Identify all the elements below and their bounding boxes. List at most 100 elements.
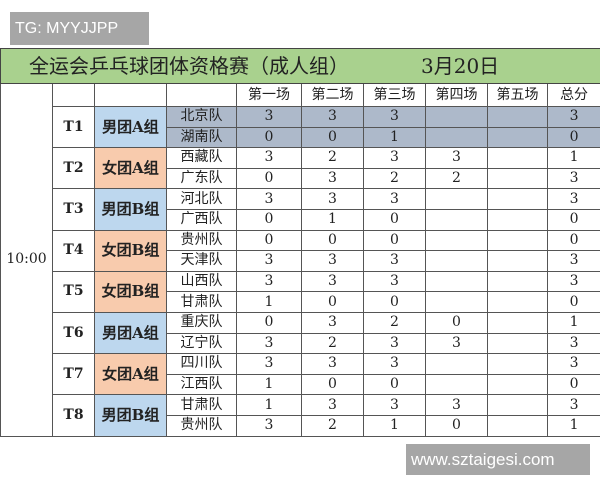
score-cell — [487, 373, 548, 396]
score-cell: 2 — [301, 414, 364, 437]
team-name: 四川队 — [166, 353, 237, 375]
table-number: T1 — [52, 105, 95, 149]
team-name: 广西队 — [166, 208, 237, 231]
score-cell: 0 — [236, 229, 302, 252]
total-cell: 3 — [546, 270, 600, 293]
score-cell: 3 — [363, 394, 426, 416]
header-blank — [166, 83, 237, 107]
score-cell — [425, 208, 488, 231]
table-number: T6 — [52, 311, 95, 355]
header-row: 10:00 第一场 第二场 第三场 第四场 第五场 总分 — [0, 83, 600, 437]
score-cell: 2 — [301, 147, 364, 169]
team-name: 西藏队 — [166, 147, 237, 169]
header-blank — [94, 83, 167, 107]
score-cell: 3 — [236, 332, 302, 355]
group-label: 女团A组 — [94, 353, 167, 396]
score-cell: 3 — [301, 106, 364, 128]
score-cell: 3 — [425, 394, 488, 416]
score-cell: 2 — [301, 332, 364, 355]
table-row: 贵州队 3 2 1 0 1 — [1, 414, 600, 437]
page-title: 全运会乒乓球团体资格赛（成人组） — [29, 53, 349, 78]
table-number: T7 — [52, 353, 95, 396]
total-cell: 3 — [546, 167, 600, 190]
score-cell — [425, 270, 488, 293]
table-number: T3 — [52, 188, 95, 231]
group-label: 女团B组 — [94, 270, 167, 313]
table-row: T3 男团B组 河北队 3 3 3 3 — [1, 188, 600, 231]
total-cell: 3 — [546, 353, 600, 375]
table-row: T2 女团A组 西藏队 3 2 3 3 1 — [1, 147, 600, 190]
score-cell: 1 — [236, 373, 302, 396]
team-name: 天津队 — [166, 250, 237, 272]
team-name: 贵州队 — [166, 414, 237, 437]
score-cell: 1 — [236, 394, 302, 416]
total-cell: 0 — [546, 126, 600, 149]
score-cell — [487, 394, 548, 416]
score-cell: 2 — [363, 311, 426, 334]
score-cell: 0 — [363, 208, 426, 231]
score-cell: 3 — [425, 147, 488, 169]
total-cell: 3 — [546, 394, 600, 416]
score-cell: 3 — [236, 250, 302, 272]
total-cell: 1 — [546, 414, 600, 437]
score-cell: 1 — [363, 414, 426, 437]
score-cell — [487, 229, 548, 252]
score-cell — [487, 167, 548, 190]
score-cell — [425, 229, 488, 252]
score-cell — [487, 291, 548, 313]
title-row: 全运会乒乓球团体资格赛（成人组） 3月20日 — [0, 48, 600, 84]
score-cell: 0 — [301, 229, 364, 252]
score-cell: 0 — [236, 167, 302, 190]
score-cell: 0 — [363, 373, 426, 396]
header-blank — [52, 83, 95, 107]
table-row: T4 女团B组 贵州队 0 0 0 0 — [1, 229, 600, 272]
score-cell: 2 — [363, 167, 426, 190]
group-label: 女团B组 — [94, 229, 167, 272]
score-cell: 3 — [301, 353, 364, 375]
column-header: 第二场 — [301, 83, 364, 107]
score-cell: 1 — [236, 291, 302, 313]
score-cell — [425, 373, 488, 396]
table-row: T1 男团A组 北京队 3 3 3 3 — [1, 105, 600, 149]
score-cell: 0 — [363, 229, 426, 252]
score-cell: 0 — [301, 291, 364, 313]
score-cell: 3 — [236, 353, 302, 375]
score-cell: 3 — [363, 147, 426, 169]
column-header: 第三场 — [363, 83, 426, 107]
score-cell — [487, 106, 548, 128]
score-cell: 3 — [301, 188, 364, 210]
team-name: 河北队 — [166, 188, 237, 210]
score-cell: 2 — [425, 167, 488, 190]
team-name: 贵州队 — [166, 229, 237, 252]
total-cell: 3 — [546, 188, 600, 210]
total-cell: 0 — [546, 291, 600, 313]
total-cell: 1 — [546, 311, 600, 334]
score-cell — [487, 332, 548, 355]
score-cell: 3 — [236, 414, 302, 437]
score-cell: 0 — [236, 126, 302, 149]
score-cell: 3 — [425, 332, 488, 355]
team-name: 山西队 — [166, 270, 237, 293]
team-name: 辽宁队 — [166, 332, 237, 355]
table-row: T7 女团A组 四川队 3 3 3 3 — [1, 353, 600, 396]
score-cell: 1 — [301, 208, 364, 231]
score-cell: 3 — [236, 106, 302, 128]
total-cell: 3 — [546, 106, 600, 128]
score-cell — [487, 250, 548, 272]
table-row: 湖南队 0 0 1 0 — [1, 126, 600, 149]
team-name: 甘肃队 — [166, 394, 237, 416]
team-name: 江西队 — [166, 373, 237, 396]
score-cell — [487, 188, 548, 210]
group-label: 男团A组 — [94, 311, 167, 355]
total-cell: 3 — [546, 250, 600, 272]
score-cell: 3 — [301, 270, 364, 293]
score-cell: 3 — [236, 188, 302, 210]
score-cell — [487, 147, 548, 169]
group-label: 女团A组 — [94, 147, 167, 190]
score-cell: 0 — [425, 311, 488, 334]
score-cell: 0 — [425, 414, 488, 437]
table-number: T5 — [52, 270, 95, 313]
score-cell: 3 — [363, 353, 426, 375]
time-cell: 10:00 — [0, 83, 53, 437]
score-cell: 3 — [236, 270, 302, 293]
